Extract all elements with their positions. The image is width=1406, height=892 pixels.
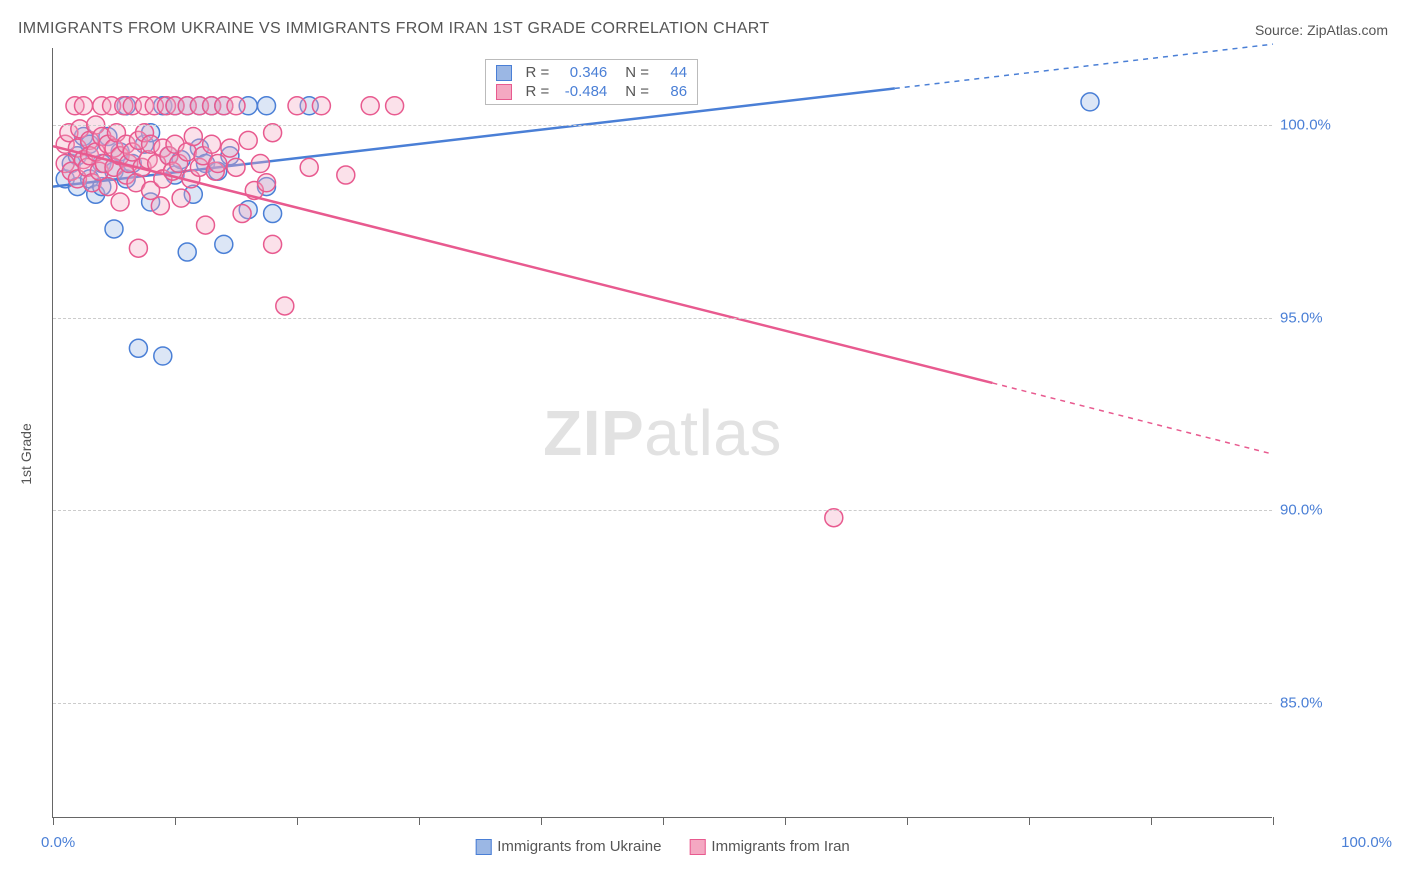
- legend-item: Immigrants from Iran: [689, 838, 849, 855]
- scatter-point: [151, 197, 169, 215]
- source-label: Source: ZipAtlas.com: [1255, 22, 1388, 38]
- xtick: [1029, 817, 1030, 825]
- stats-label-r: R =: [526, 83, 550, 100]
- hgrid: [53, 318, 1272, 319]
- scatter-point: [264, 235, 282, 253]
- scatter-point: [111, 193, 129, 211]
- xtick: [541, 817, 542, 825]
- scatter-point: [258, 97, 276, 115]
- xtick: [175, 817, 176, 825]
- stats-value-n: 44: [657, 64, 687, 81]
- scatter-point: [276, 297, 294, 315]
- hgrid: [53, 703, 1272, 704]
- bottom-legend: Immigrants from Ukraine Immigrants from I…: [475, 838, 850, 855]
- scatter-point: [215, 235, 233, 253]
- scatter-point: [172, 189, 190, 207]
- stats-swatch: [496, 65, 512, 81]
- trend-line-dashed: [895, 44, 1273, 88]
- scatter-point: [337, 166, 355, 184]
- legend-swatch: [689, 839, 705, 855]
- scatter-point: [233, 205, 251, 223]
- scatter-point: [105, 220, 123, 238]
- scatter-point: [227, 158, 245, 176]
- stats-value-n: 86: [657, 83, 687, 100]
- xtick-label-right: 100.0%: [1341, 834, 1392, 851]
- scatter-point: [129, 339, 147, 357]
- xtick: [53, 817, 54, 825]
- xtick-label-left: 0.0%: [41, 834, 75, 851]
- scatter-point: [154, 347, 172, 365]
- scatter-point: [227, 97, 245, 115]
- chart-title: IMMIGRANTS FROM UKRAINE VS IMMIGRANTS FR…: [18, 20, 769, 38]
- scatter-point: [197, 216, 215, 234]
- xtick: [1151, 817, 1152, 825]
- xtick: [419, 817, 420, 825]
- chart-container: IMMIGRANTS FROM UKRAINE VS IMMIGRANTS FR…: [0, 0, 1406, 892]
- stats-row: R = -0.484 N = 86: [496, 83, 688, 100]
- legend-item: Immigrants from Ukraine: [475, 838, 661, 855]
- xtick: [785, 817, 786, 825]
- scatter-point: [129, 239, 147, 257]
- scatter-point: [264, 205, 282, 223]
- stats-box: R = 0.346 N = 44 R = -0.484 N = 86: [485, 59, 699, 105]
- legend-swatch: [475, 839, 491, 855]
- xtick: [1273, 817, 1274, 825]
- ytick-label: 90.0%: [1280, 502, 1360, 519]
- scatter-point: [239, 131, 257, 149]
- scatter-point: [1081, 93, 1099, 111]
- stats-row: R = 0.346 N = 44: [496, 64, 688, 81]
- stats-label-n: N =: [625, 83, 649, 100]
- scatter-point: [99, 178, 117, 196]
- stats-value-r: 0.346: [557, 64, 607, 81]
- scatter-point: [825, 509, 843, 527]
- yaxis-title: 1st Grade: [18, 423, 34, 484]
- legend-label: Immigrants from Ukraine: [497, 838, 661, 855]
- hgrid: [53, 125, 1272, 126]
- scatter-point: [361, 97, 379, 115]
- ytick-label: 95.0%: [1280, 309, 1360, 326]
- stats-swatch: [496, 84, 512, 100]
- scatter-point: [264, 124, 282, 142]
- scatter-point: [178, 243, 196, 261]
- scatter-point: [184, 128, 202, 146]
- scatter-point: [209, 155, 227, 173]
- xtick: [663, 817, 664, 825]
- xtick: [297, 817, 298, 825]
- scatter-point: [288, 97, 306, 115]
- scatter-point: [251, 155, 269, 173]
- stats-label-n: N =: [625, 64, 649, 81]
- stats-value-r: -0.484: [557, 83, 607, 100]
- scatter-point: [203, 135, 221, 153]
- ytick-label: 85.0%: [1280, 694, 1360, 711]
- xtick: [907, 817, 908, 825]
- scatter-point: [258, 174, 276, 192]
- scatter-point: [75, 97, 93, 115]
- stats-label-r: R =: [526, 64, 550, 81]
- scatter-point: [300, 158, 318, 176]
- scatter-point: [221, 139, 239, 157]
- scatter-point: [386, 97, 404, 115]
- scatter-point: [312, 97, 330, 115]
- trend-line: [53, 146, 992, 383]
- trend-line-dashed: [992, 383, 1273, 454]
- ytick-label: 100.0%: [1280, 117, 1360, 134]
- legend-label: Immigrants from Iran: [711, 838, 849, 855]
- hgrid: [53, 510, 1272, 511]
- plot-area: ZIPatlas R =0.346N =44R =-0.484N =86 0.0…: [52, 48, 1272, 818]
